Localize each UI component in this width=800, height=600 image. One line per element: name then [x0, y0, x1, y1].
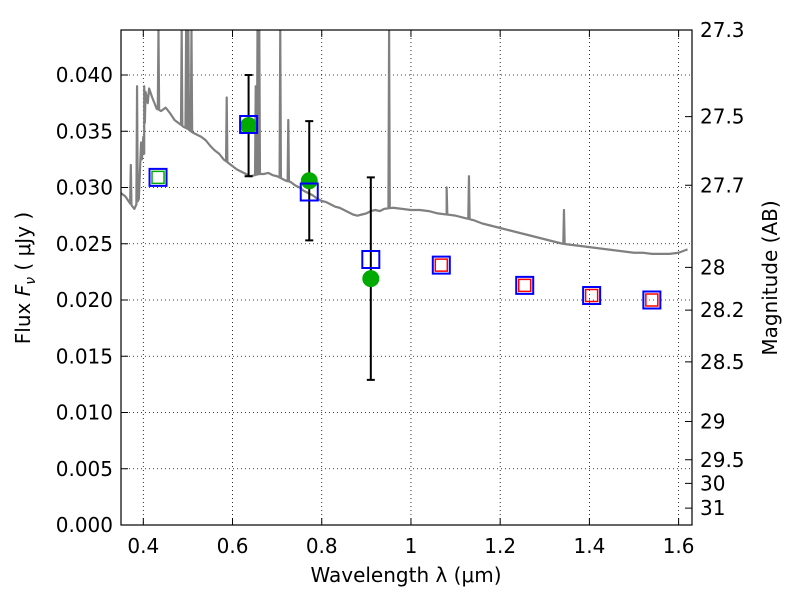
- y2-tick-label: 27.3: [700, 18, 745, 42]
- y-tick-label: 0.000: [56, 513, 113, 537]
- model-sed-line: [121, 30, 688, 255]
- model-photometry-square: [515, 275, 535, 295]
- x-tick-label: 0.6: [217, 534, 249, 558]
- model-photometry-square: [299, 182, 319, 202]
- model-photometry-square: [361, 250, 381, 269]
- y-tick-label: 0.040: [56, 63, 113, 87]
- y2-tick-label: 27.5: [700, 105, 745, 129]
- model-photometry-square: [582, 286, 602, 305]
- x-tick-label: 1.6: [663, 534, 695, 558]
- y2-tick-label: 27.7: [700, 173, 745, 197]
- y-tick-label: 0.020: [56, 288, 113, 312]
- y2-tick-label: 28.5: [700, 350, 745, 374]
- model-photometry-square: [148, 167, 168, 187]
- y2-tick-label: 29.5: [700, 448, 745, 472]
- x-axis-title: Wavelength λ (μm): [310, 563, 501, 587]
- y2-tick-label: 28.2: [700, 298, 745, 322]
- x-tick-label: 1.4: [573, 534, 605, 558]
- plot-frame: [120, 29, 693, 526]
- model-photometry-square: [239, 115, 259, 134]
- y-tick-label: 0.035: [56, 119, 113, 143]
- model-photometry-inner: [584, 288, 599, 303]
- y-tick-label: 0.025: [56, 232, 113, 256]
- model-photometry-inner: [151, 170, 165, 185]
- axes: 0.4 0.6 0.8 1 1.2 1.4 1.6 0.000 0.005 0.010 0.015 0…: [56, 18, 745, 558]
- y-tick-label: 0.015: [56, 344, 113, 368]
- data-layer: [121, 30, 688, 381]
- model-photometry-inner: [645, 293, 659, 307]
- model-photometry-inner: [517, 278, 532, 293]
- x-tick-label: 1: [405, 534, 418, 558]
- grid: [121, 30, 692, 525]
- y2-axis-title: Magnitude (AB): [758, 200, 782, 355]
- y2-tick-label: 30: [700, 471, 725, 495]
- y-tick-label: 0.010: [56, 401, 113, 425]
- x-tick-label: 1.2: [484, 534, 516, 558]
- y2-tick-label: 28: [700, 255, 725, 279]
- model-photometry-square: [431, 255, 451, 275]
- y-axis-title: Flux Fν ( μJy ): [11, 212, 39, 344]
- y-tick-label: 0.005: [56, 457, 113, 481]
- model-photometry-square: [642, 290, 662, 310]
- x-tick-label: 0.8: [306, 534, 338, 558]
- observed-point: [240, 117, 258, 135]
- y2-tick-label: 29: [700, 410, 725, 434]
- y2-tick-label: 31: [700, 496, 725, 520]
- observed-point: [300, 172, 318, 190]
- y-tick-label: 0.030: [56, 176, 113, 200]
- model-photometry-inner: [434, 258, 449, 272]
- observed-point: [362, 270, 380, 288]
- x-tick-label: 0.4: [127, 534, 159, 558]
